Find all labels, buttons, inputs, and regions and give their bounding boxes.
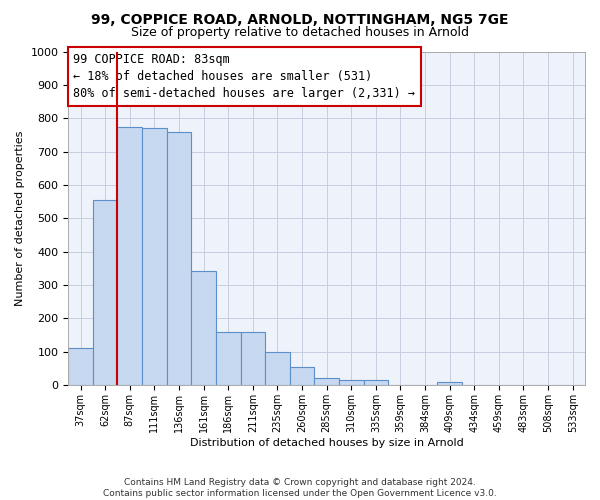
- Bar: [241, 332, 265, 385]
- Bar: [68, 348, 93, 385]
- Bar: [437, 382, 462, 385]
- Text: Contains HM Land Registry data © Crown copyright and database right 2024.
Contai: Contains HM Land Registry data © Crown c…: [103, 478, 497, 498]
- Bar: [364, 380, 388, 385]
- Text: 99 COPPICE ROAD: 83sqm
← 18% of detached houses are smaller (531)
80% of semi-de: 99 COPPICE ROAD: 83sqm ← 18% of detached…: [73, 53, 415, 100]
- Bar: [265, 352, 290, 385]
- Bar: [290, 366, 314, 385]
- Bar: [167, 132, 191, 385]
- Bar: [142, 128, 167, 385]
- Bar: [93, 200, 118, 385]
- Bar: [216, 332, 241, 385]
- Bar: [314, 378, 339, 385]
- Text: 99, COPPICE ROAD, ARNOLD, NOTTINGHAM, NG5 7GE: 99, COPPICE ROAD, ARNOLD, NOTTINGHAM, NG…: [91, 12, 509, 26]
- Text: Size of property relative to detached houses in Arnold: Size of property relative to detached ho…: [131, 26, 469, 39]
- Y-axis label: Number of detached properties: Number of detached properties: [15, 130, 25, 306]
- X-axis label: Distribution of detached houses by size in Arnold: Distribution of detached houses by size …: [190, 438, 464, 448]
- Bar: [191, 270, 216, 385]
- Bar: [339, 380, 364, 385]
- Bar: [118, 126, 142, 385]
